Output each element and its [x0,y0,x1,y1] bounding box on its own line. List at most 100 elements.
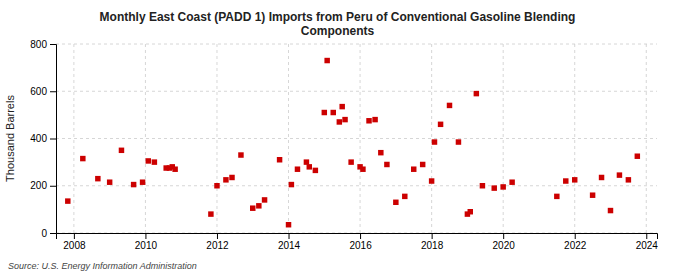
tick-label: 0 [41,228,47,239]
tick-label: 2024 [636,240,659,251]
tick: 400 [30,133,56,144]
point [172,166,177,171]
tick-mark [432,233,433,239]
point [339,104,344,109]
point [509,179,514,184]
point [635,153,640,158]
point [95,176,100,181]
point [599,175,604,180]
tick: 2016 [349,233,372,251]
tick-label: 400 [30,133,47,144]
grid-line [56,138,657,139]
point [307,164,312,169]
point [208,211,213,216]
point [140,179,145,184]
point [500,184,505,189]
point [131,182,136,187]
point [337,119,342,124]
tick-mark [50,44,56,45]
title: Monthly East Coast (PADD 1) Imports from… [100,10,576,38]
tick-mark [289,233,290,239]
point [393,200,398,205]
point [348,159,353,164]
point [152,159,157,164]
grid-line [56,44,657,45]
grid-line [360,44,361,233]
point [262,197,267,202]
tick-mark [145,233,146,239]
tick-mark [74,233,75,239]
point [366,118,371,123]
point [324,58,329,63]
point [590,192,595,197]
grid-line [288,44,289,233]
tick: 2012 [206,233,229,251]
chart: Monthly East Coast (PADD 1) Imports from… [0,0,675,275]
plot: 2008 2010 2012 2014 2016 2018 2020 2022 2024 0 200… [30,39,658,251]
point [342,117,347,122]
tick: 2022 [564,233,587,251]
point [322,110,327,115]
title-line: Monthly East Coast (PADD 1) Imports from… [100,10,576,24]
point [480,183,485,188]
point [384,162,389,167]
tick: 2018 [421,233,444,251]
point [238,152,243,157]
axis-line [50,45,57,234]
tick: 2010 [135,233,158,251]
title-line: Components [301,24,375,38]
point [65,198,70,203]
point [617,172,622,177]
point [411,166,416,171]
axis-line [57,234,658,240]
point [429,178,434,183]
point [468,209,473,214]
tick-mark [503,233,504,239]
grid-line [646,44,647,233]
point [626,177,631,182]
point [372,117,377,122]
grid-line [56,91,657,92]
point [146,158,151,163]
grid-line [73,44,74,233]
point [80,156,85,161]
point [119,148,124,153]
point [304,159,309,164]
point [295,166,300,171]
tick: 800 [30,39,56,50]
grid [56,44,657,233]
points [65,58,640,228]
point [107,179,112,184]
tick-mark [50,233,56,234]
point [491,185,496,190]
tick-label: 2016 [349,240,372,251]
point [563,178,568,183]
point [331,110,336,115]
source-note: Source: U.S. Energy Information Administ… [8,261,197,271]
tick-mark [575,233,576,239]
point [360,166,365,171]
tick-mark [50,186,56,187]
point [572,177,577,182]
tick-mark [50,91,56,92]
point [432,139,437,144]
grid-line [503,44,504,233]
point [378,150,383,155]
tick: 200 [30,180,56,191]
point [608,208,613,213]
point [277,157,282,162]
point [438,122,443,127]
point [313,168,318,173]
tick-label: 800 [30,39,47,50]
grid-line [431,44,432,233]
tick: 2008 [63,233,86,251]
tick: 2014 [278,233,301,251]
tick-label: 2020 [493,240,516,251]
tick-label: 2014 [278,240,301,251]
point [456,139,461,144]
point [229,175,234,180]
point [214,183,219,188]
point [250,205,255,210]
grid-line [56,185,657,186]
tick-label: 2008 [63,240,86,251]
